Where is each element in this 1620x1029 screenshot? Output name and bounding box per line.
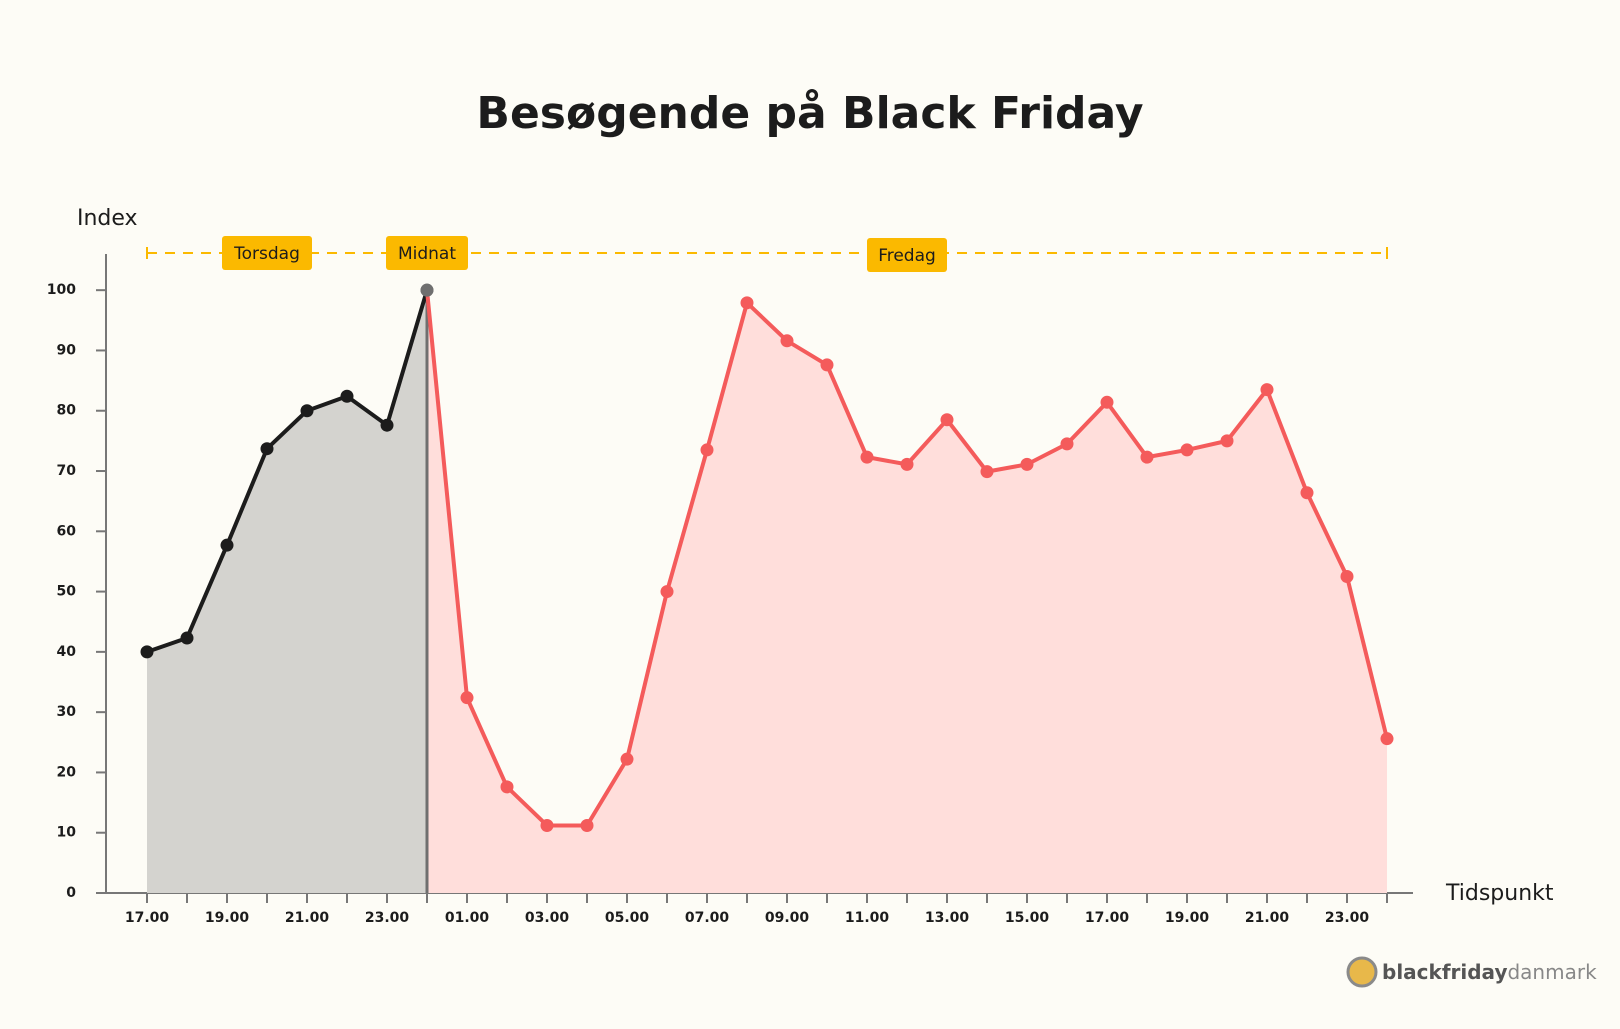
point (220, 538, 234, 552)
y-tick-label: 80 (57, 403, 77, 419)
annotation-label: Torsdag (233, 244, 300, 264)
point (1220, 434, 1234, 448)
point (1380, 732, 1394, 746)
annotation-box (222, 236, 312, 270)
point (1020, 457, 1034, 471)
y-tick-label: 10 (57, 825, 77, 841)
point (860, 450, 874, 464)
x-tick-label: 21.00 (1245, 910, 1290, 926)
point (1060, 437, 1074, 451)
point (340, 389, 354, 403)
annotation-box (867, 238, 947, 272)
y-tick-label: 60 (57, 523, 77, 539)
point (1260, 383, 1274, 397)
point (780, 334, 794, 348)
x-tick-label: 23.00 (365, 910, 410, 926)
x-tick-label: 17.00 (125, 910, 170, 926)
y-axis-label: Index (77, 206, 138, 231)
x-tick-label: 17.00 (1085, 910, 1130, 926)
line (146, 289, 429, 654)
point (660, 585, 674, 599)
logo-text: blackfridaydanmark (1382, 960, 1597, 984)
x-tick-label: 23.00 (1325, 910, 1370, 926)
logo: blackfridaydanmark (1346, 956, 1597, 988)
chart-title: Besøgende på Black Friday (476, 88, 1143, 139)
x-tick-label: 11.00 (845, 910, 890, 926)
x-tick-label: 05.00 (605, 910, 650, 926)
x-tick-label: 19.00 (205, 910, 250, 926)
point (1300, 486, 1314, 500)
logo-bold: blackfriday (1382, 960, 1507, 984)
point (460, 691, 474, 705)
point (700, 443, 714, 457)
annotation-box (386, 236, 468, 270)
x-axis-label: Tidspunkt (1445, 881, 1554, 906)
x-tick-label: 09.00 (765, 910, 810, 926)
point (980, 465, 994, 479)
x-tick-label: 07.00 (685, 910, 730, 926)
area (147, 290, 427, 893)
x-tick-label: 19.00 (1165, 910, 1210, 926)
point (180, 631, 194, 645)
point (620, 752, 634, 766)
point (260, 442, 274, 456)
y-tick-label: 90 (57, 342, 77, 358)
x-tick-label: 01.00 (445, 910, 490, 926)
x-tick-label: 15.00 (1005, 910, 1050, 926)
point (380, 418, 394, 432)
point (940, 413, 954, 427)
x-tick-label: 03.00 (525, 910, 570, 926)
logo-light: danmark (1507, 960, 1597, 984)
point (1340, 570, 1354, 584)
logo-icon (1346, 956, 1378, 988)
point (820, 358, 834, 372)
point (140, 645, 154, 659)
y-tick-label: 70 (57, 463, 77, 479)
point (900, 457, 914, 471)
point (580, 818, 594, 832)
point (740, 296, 754, 310)
y-tick-label: 0 (66, 885, 76, 901)
point (420, 283, 434, 297)
y-tick-label: 100 (47, 282, 76, 298)
x-tick-label: 13.00 (925, 910, 970, 926)
y-tick-label: 50 (57, 584, 77, 600)
annotation-label: Midnat (398, 244, 456, 264)
point (1180, 443, 1194, 457)
point (540, 818, 554, 832)
y-tick-label: 20 (57, 764, 77, 780)
annotation-label: Fredag (878, 246, 936, 266)
point (500, 780, 514, 794)
point (300, 404, 314, 418)
y-tick-label: 30 (57, 704, 77, 720)
y-tick-label: 40 (57, 644, 77, 660)
point (1140, 450, 1154, 464)
x-tick-label: 21.00 (285, 910, 330, 926)
area (427, 290, 1387, 893)
point (1100, 395, 1114, 409)
